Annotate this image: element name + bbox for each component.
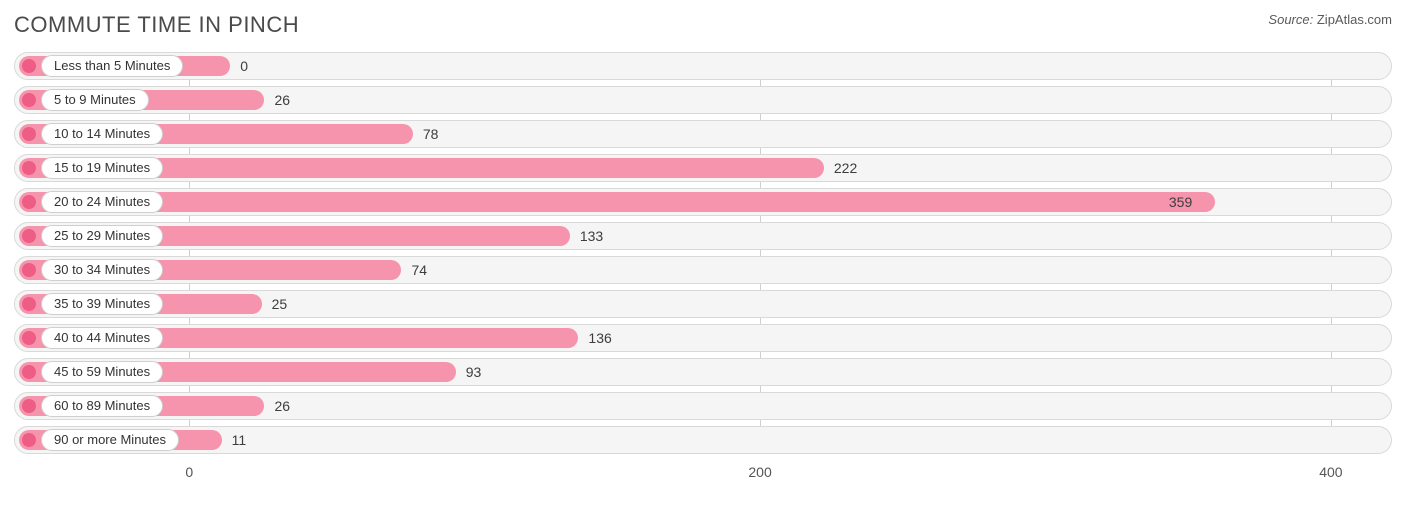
bar-dot-icon [22, 127, 36, 141]
bar-track: 45 to 59 Minutes 93 [19, 362, 1387, 382]
bucket-label: 30 to 34 Minutes [41, 259, 163, 281]
chart-container: COMMUTE TIME IN PINCH Source: ZipAtlas.c… [0, 0, 1406, 524]
value-label: 26 [274, 398, 290, 414]
bar-dot-icon [22, 59, 36, 73]
bar-row: 10 to 14 Minutes 78 [14, 120, 1392, 148]
bar-dot-icon [22, 331, 36, 345]
bar-row: 20 to 24 Minutes 359 [14, 188, 1392, 216]
bar-track: 25 to 29 Minutes 133 [19, 226, 1387, 246]
value-label: 26 [274, 92, 290, 108]
bucket-label: 60 to 89 Minutes [41, 395, 163, 417]
bucket-label: 35 to 39 Minutes [41, 293, 163, 315]
bucket-label: 45 to 59 Minutes [41, 361, 163, 383]
value-label: 359 [1169, 194, 1192, 210]
bucket-label: 20 to 24 Minutes [41, 191, 163, 213]
bucket-label: Less than 5 Minutes [41, 55, 183, 77]
source-value: ZipAtlas.com [1317, 12, 1392, 27]
bar-track: 5 to 9 Minutes 26 [19, 90, 1387, 110]
bar-row: 45 to 59 Minutes 93 [14, 358, 1392, 386]
bar-track: 30 to 34 Minutes 74 [19, 260, 1387, 280]
bar-row: 35 to 39 Minutes 25 [14, 290, 1392, 318]
bar-rows: Less than 5 Minutes 0 5 to 9 Minutes 26 10 t… [14, 52, 1392, 454]
bar-row: 90 or more Minutes 11 [14, 426, 1392, 454]
plot-area: Less than 5 Minutes 0 5 to 9 Minutes 26 10 t… [14, 52, 1392, 484]
bar-dot-icon [22, 399, 36, 413]
value-label: 136 [588, 330, 611, 346]
bar-track: Less than 5 Minutes 0 [19, 56, 1387, 76]
bar-row: 30 to 34 Minutes 74 [14, 256, 1392, 284]
bar-row: 5 to 9 Minutes 26 [14, 86, 1392, 114]
chart-header: COMMUTE TIME IN PINCH Source: ZipAtlas.c… [14, 12, 1392, 38]
value-label: 222 [834, 160, 857, 176]
bar-row: 25 to 29 Minutes 133 [14, 222, 1392, 250]
bar-dot-icon [22, 365, 36, 379]
bar-dot-icon [22, 263, 36, 277]
bar-row: 40 to 44 Minutes 136 [14, 324, 1392, 352]
bar-row: Less than 5 Minutes 0 [14, 52, 1392, 80]
value-label: 0 [240, 58, 248, 74]
bar-dot-icon [22, 161, 36, 175]
axis-tick: 200 [748, 464, 771, 480]
bucket-label: 40 to 44 Minutes [41, 327, 163, 349]
source-label: Source: [1268, 12, 1313, 27]
bar-dot-icon [22, 433, 36, 447]
axis-tick: 400 [1319, 464, 1342, 480]
bucket-label: 5 to 9 Minutes [41, 89, 149, 111]
chart-source: Source: ZipAtlas.com [1268, 12, 1392, 27]
bucket-label: 10 to 14 Minutes [41, 123, 163, 145]
bar-dot-icon [22, 195, 36, 209]
bar-row: 15 to 19 Minutes 222 [14, 154, 1392, 182]
bar-track: 35 to 39 Minutes 25 [19, 294, 1387, 314]
bar-dot-icon [22, 93, 36, 107]
value-label: 74 [411, 262, 427, 278]
bucket-label: 15 to 19 Minutes [41, 157, 163, 179]
bar-row: 60 to 89 Minutes 26 [14, 392, 1392, 420]
bar-dot-icon [22, 297, 36, 311]
bar-track: 20 to 24 Minutes 359 [19, 192, 1387, 212]
bucket-label: 25 to 29 Minutes [41, 225, 163, 247]
value-label: 25 [272, 296, 288, 312]
value-label: 133 [580, 228, 603, 244]
chart-title: COMMUTE TIME IN PINCH [14, 12, 299, 38]
x-axis: 0 200 400 [14, 460, 1392, 486]
bar-fill [19, 192, 1215, 212]
value-label: 11 [232, 432, 247, 448]
bucket-label: 90 or more Minutes [41, 429, 179, 451]
bar-track: 90 or more Minutes 11 [19, 430, 1387, 450]
value-label: 93 [466, 364, 482, 380]
bar-dot-icon [22, 229, 36, 243]
axis-tick: 0 [185, 464, 193, 480]
bar-track: 40 to 44 Minutes 136 [19, 328, 1387, 348]
bar-track: 15 to 19 Minutes 222 [19, 158, 1387, 178]
value-label: 78 [423, 126, 439, 142]
bar-track: 60 to 89 Minutes 26 [19, 396, 1387, 416]
bar-track: 10 to 14 Minutes 78 [19, 124, 1387, 144]
